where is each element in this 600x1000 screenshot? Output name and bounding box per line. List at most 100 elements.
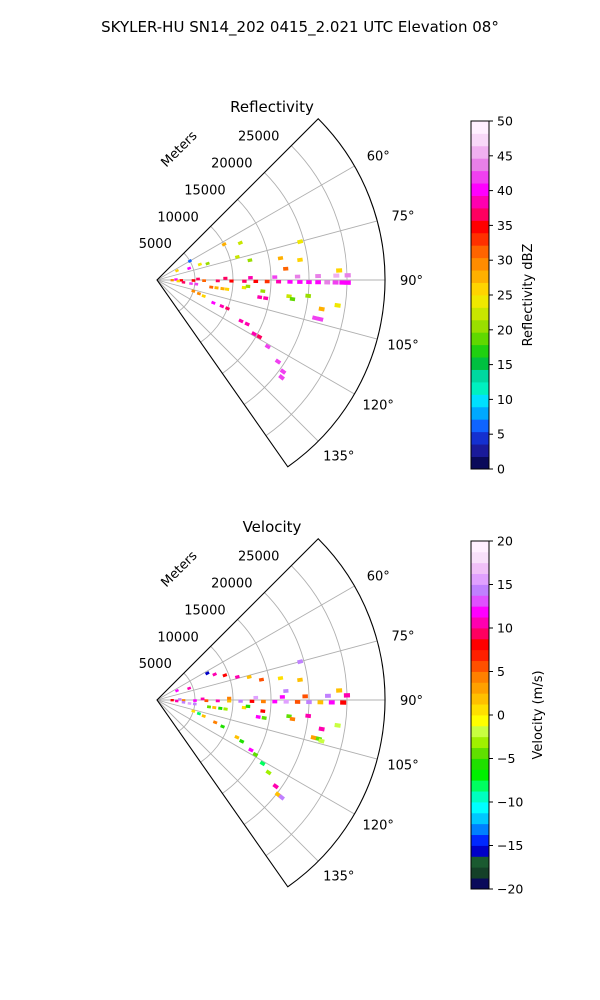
velocity-colorbar-segment-18 (471, 682, 489, 694)
reflectivity-radial-tick-25000: 25000 (238, 130, 279, 145)
reflectivity-gate-48 (196, 291, 202, 296)
reflectivity-colorbar-segment-25 (471, 145, 489, 159)
reflectivity-gate-2 (191, 279, 196, 282)
velocity-gate-18 (227, 696, 232, 700)
reflectivity-gate-38 (224, 306, 231, 311)
velocity-radial-tick-10000: 10000 (157, 630, 198, 645)
reflectivity-gate-53 (187, 266, 192, 271)
reflectivity-gate-26 (344, 273, 351, 278)
reflectivity-angle-tick-120: 120° (363, 398, 394, 413)
reflectivity-gate-45 (279, 368, 287, 375)
reflectivity-marks (170, 239, 351, 381)
velocity-colorbar-segment-11 (471, 758, 489, 770)
velocity-colorbar-segment-28 (471, 573, 489, 585)
velocity-gate-69 (334, 722, 341, 728)
reflectivity-gate-55 (205, 261, 210, 266)
reflectivity-gate-41 (251, 331, 257, 337)
reflectivity-colorbar-segment-26 (471, 133, 489, 147)
reflectivity-gate-37 (219, 304, 225, 309)
reflectivity-gate-47 (191, 289, 196, 293)
reflectivity-gate-71 (237, 240, 244, 246)
velocity-gate-50 (181, 700, 186, 704)
reflectivity-colorbar-segment-14 (471, 282, 489, 296)
velocity-grid-arc-20000 (243, 592, 310, 825)
reflectivity-colorbar-segment-16 (471, 257, 489, 271)
velocity-gate-35 (212, 720, 218, 725)
reflectivity-gate-4 (215, 279, 220, 283)
velocity-colorbar-segment-8 (471, 791, 489, 803)
velocity-gate-24 (187, 701, 192, 705)
reflectivity-gate-66 (289, 296, 296, 302)
reflectivity-gate-22 (272, 275, 278, 279)
velocity-gate-51 (187, 686, 192, 691)
velocity-radial-tick-20000: 20000 (211, 577, 252, 592)
velocity-gate-7 (249, 699, 255, 703)
reflectivity-colorbar-segment-20 (471, 208, 489, 221)
velocity-colorbar-tick-8: 20 (497, 534, 513, 549)
velocity-title: Velocity (243, 518, 302, 536)
velocity-gate-19 (253, 695, 259, 700)
velocity-panel: Velocity 5000 10000 15000 20000 25000 60° 75°… (139, 518, 546, 897)
velocity-gate-14 (328, 700, 335, 705)
reflectivity-gate-43 (264, 343, 271, 350)
velocity-gate-23 (343, 693, 351, 698)
reflectivity-gate-64 (260, 289, 266, 294)
velocity-angle-tick-135: 135° (323, 870, 354, 885)
reflectivity-colorbar-tick-10: 50 (497, 114, 513, 129)
velocity-grid-arc-5000 (178, 672, 196, 732)
reflectivity-gate-21 (248, 276, 253, 280)
reflectivity-grid-arc-25000 (265, 145, 348, 437)
velocity-gate-29 (223, 707, 228, 711)
velocity-colorbar-segment-6 (471, 812, 489, 825)
reflectivity-angle-tick-135: 135° (323, 450, 354, 465)
reflectivity-gate-42 (256, 334, 263, 340)
velocity-colorbar-segment-14 (471, 725, 489, 738)
reflectivity-angle-tick-90: 90° (400, 274, 423, 289)
reflectivity-gate-35 (311, 315, 319, 321)
reflectivity-colorbar-segment-10 (471, 332, 489, 346)
reflectivity-gate-0 (170, 279, 174, 282)
reflectivity-grid-spoke-75 (156, 220, 378, 281)
velocity-gate-64 (241, 705, 247, 710)
reflectivity-colorbar-segment-5 (471, 394, 489, 408)
reflectivity-gate-6 (242, 279, 247, 283)
reflectivity-colorbar-segment-19 (471, 220, 489, 234)
reflectivity-gate-15 (332, 280, 339, 285)
velocity-gate-30 (255, 714, 261, 719)
reflectivity-gate-59 (297, 257, 303, 263)
reflectivity-gate-25 (333, 273, 340, 278)
velocity-gate-3 (204, 699, 209, 703)
reflectivity-angle-tick-75: 75° (392, 210, 415, 225)
velocity-gate-65 (260, 709, 266, 714)
velocity-gate-12 (306, 700, 312, 705)
velocity-gate-62 (283, 689, 289, 693)
reflectivity-gate-5 (229, 279, 234, 283)
velocity-gate-38 (238, 738, 245, 744)
velocity-colorbar-label: Velocity (m/s) (531, 670, 546, 759)
reflectivity-gate-68 (334, 302, 341, 308)
reflectivity-grid-arc-10000 (200, 225, 234, 343)
reflectivity-gate-58 (277, 256, 284, 261)
reflectivity-gate-30 (214, 286, 219, 290)
velocity-gate-8 (260, 699, 266, 704)
velocity-gate-49 (175, 699, 179, 703)
reflectivity-colorbar-tick-7: 35 (497, 218, 513, 233)
velocity-gate-6 (238, 699, 243, 703)
reflectivity-grid-arc-20000 (243, 172, 310, 405)
velocity-gate-52 (174, 688, 180, 693)
velocity-angle-tick-60: 60° (367, 570, 390, 585)
velocity-gate-25 (192, 702, 197, 706)
velocity-colorbar-segment-21 (471, 649, 489, 662)
velocity-colorbar-tick-1: −15 (497, 838, 523, 853)
velocity-colorbar-segment-31 (471, 541, 489, 553)
velocity-colorbar-segment-25 (471, 606, 489, 618)
reflectivity-gate-70 (197, 262, 203, 267)
reflectivity-colorbar-segment-12 (471, 307, 489, 321)
velocity-radial-axis-label: Meters (159, 548, 201, 590)
figure-suptitle: SKYLER-HU SN14_202 0415_2.021 UTC Elevat… (101, 18, 499, 37)
reflectivity-gate-50 (210, 300, 216, 305)
velocity-angle-ticks: 60° 75° 90° 105° 120° 135° (323, 570, 423, 885)
velocity-gate-10 (283, 699, 289, 704)
velocity-gate-63 (336, 688, 343, 693)
reflectivity-gate-27 (189, 282, 193, 286)
